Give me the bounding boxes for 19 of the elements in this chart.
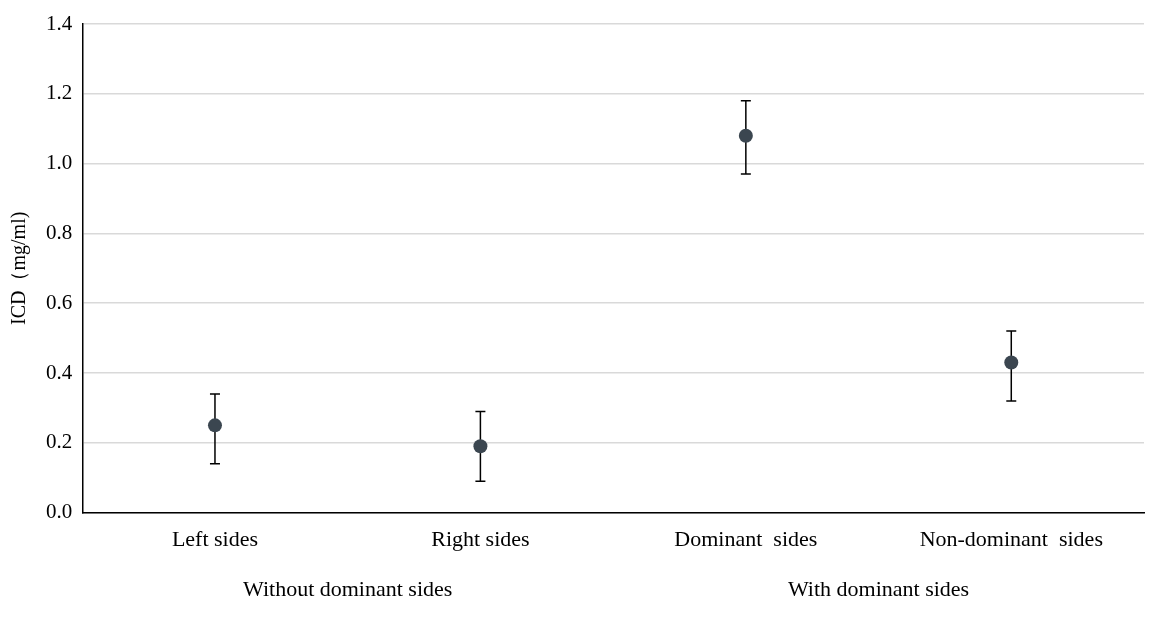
y-tick-label: 1.0 (46, 150, 73, 175)
text: Without dominant sides (243, 575, 453, 601)
y-tick-label: 0.0 (46, 499, 73, 524)
text: With dominant sides (787, 575, 970, 601)
y-tick-label: 1.2 (46, 80, 73, 105)
point (738, 128, 753, 143)
point (473, 439, 488, 454)
point (207, 418, 222, 433)
y-tick-label: 0.6 (46, 289, 73, 314)
x-tick-label: Left sides (171, 525, 259, 551)
point (1004, 355, 1019, 370)
x-tick-label: Right sides (431, 525, 530, 551)
y-tick-label: 0.4 (46, 359, 73, 384)
x-tick-label: Dominant sides (674, 525, 818, 551)
y-tick-label: 0.2 (46, 429, 73, 454)
y-tick-label: 0.8 (46, 219, 73, 244)
y-axis-title: ICD（mg/ml) (7, 211, 31, 325)
x-tick-label: Non-dominant sides (919, 525, 1103, 551)
y-tick-label: 1.4 (46, 10, 73, 35)
